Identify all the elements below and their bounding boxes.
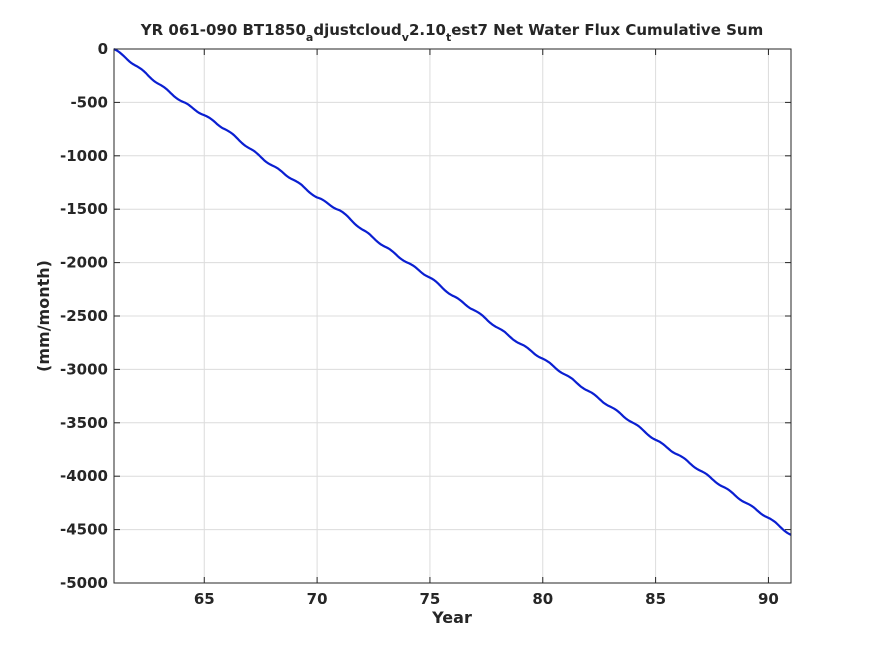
chart-title: YR 061-090 BT1850adjustcloudv2.10test7 N… (140, 21, 763, 44)
x-tick-label: 85 (645, 590, 666, 608)
series-layer (113, 48, 792, 536)
series-line-0 (113, 48, 792, 536)
y-tick-label: 0 (98, 40, 108, 58)
x-tick-label: 75 (419, 590, 440, 608)
y-tick-label: -5000 (60, 574, 108, 592)
x-tick-labels: 65 70 75 80 85 90 (194, 590, 779, 608)
title-subscript-1: a (306, 31, 313, 44)
y-tick-label: -1500 (60, 200, 108, 218)
x-tick-label: 80 (532, 590, 553, 608)
y-tick-label: -2500 (60, 307, 108, 325)
title-part-2: djustcloud (313, 21, 401, 39)
tick-marks (114, 48, 791, 584)
x-tick-label: 65 (194, 590, 215, 608)
y-axis-label: (mm/month) (34, 260, 53, 372)
y-tick-label: -500 (70, 93, 108, 111)
grid-lines (114, 48, 791, 584)
y-tick-label: -1000 (60, 147, 108, 165)
y-tick-label: -4500 (60, 521, 108, 539)
title-part-1: YR 061-090 BT1850 (140, 21, 306, 39)
y-tick-label: -2000 (60, 254, 108, 272)
x-axis-label: Year (431, 608, 472, 627)
y-tick-label: -3000 (60, 360, 108, 378)
y-tick-labels: 0 -500 -1000 -1500 -2000 -2500 -3000 -3500 -4000… (60, 40, 108, 592)
x-tick-label: 90 (758, 590, 779, 608)
x-tick-label: 70 (307, 590, 328, 608)
title-subscript-3: t (446, 31, 451, 44)
title-subscript-2: v (402, 31, 410, 44)
title-part-3: 2.10 (409, 21, 446, 39)
title-part-4: est7 Net Water Flux Cumulative Sum (451, 21, 763, 39)
y-tick-label: -3500 (60, 414, 108, 432)
y-tick-label: -4000 (60, 467, 108, 485)
